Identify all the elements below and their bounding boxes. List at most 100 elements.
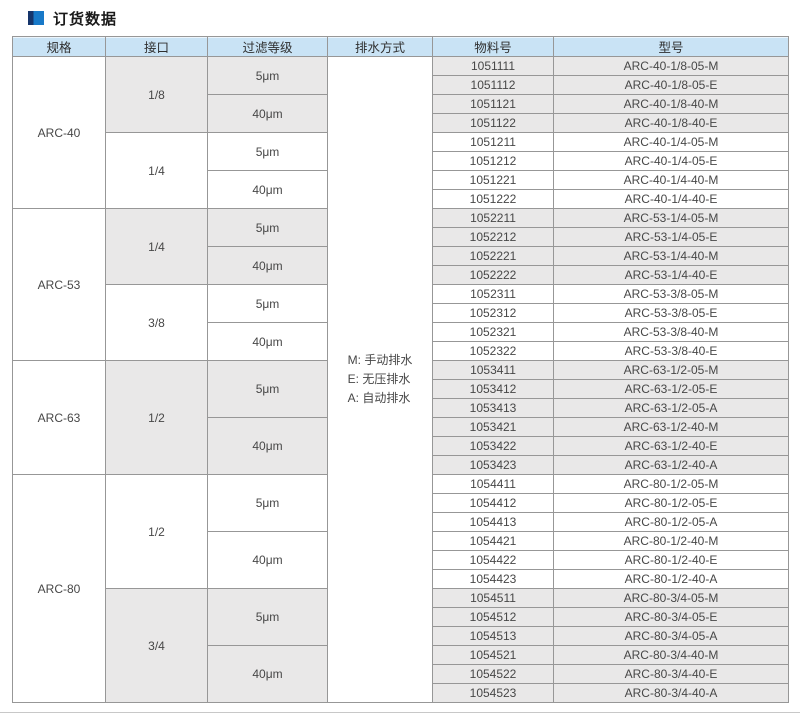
filtration-grade-cell: 40μm <box>207 531 328 589</box>
model-cell: ARC-80-3/4-40-M <box>553 645 789 665</box>
model-cell: ARC-80-3/4-05-E <box>553 607 789 627</box>
filtration-grade-cell: 40μm <box>207 246 328 285</box>
column-header-material-number: 物料号 <box>432 36 554 57</box>
model-cell: ARC-53-3/8-40-M <box>553 322 789 342</box>
model-cell: ARC-53-3/8-40-E <box>553 341 789 361</box>
section-marker-icon <box>28 11 44 25</box>
table-row: ARC-63 1/2 5μm 1053411 ARC-63-1/2-05-M <box>12 360 789 475</box>
filtration-grade-cell: 5μm <box>207 284 328 323</box>
spec-cell: ARC-80 <box>12 474 106 703</box>
order-table-body: ARC-40 1/8 5μm M: 手动排水 E: 无压排水 A: 自动排水 1051111… <box>12 56 789 703</box>
spec-cell: ARC-53 <box>12 208 106 361</box>
table-row: 40μm 1054521 ARC-80-3/4-40-M <box>13 645 789 703</box>
model-cell: ARC-53-1/4-40-M <box>553 246 789 266</box>
model-cell: ARC-63-1/2-40-A <box>553 455 789 475</box>
drain-legend-line: A: 自动排水 <box>347 391 411 405</box>
filtration-grade-cell: 40μm <box>207 322 328 361</box>
table-row: 1054422 ARC-80-1/2-40-E <box>13 550 789 570</box>
material-number-cell: 1054522 <box>432 664 554 684</box>
table-row: 1052312 ARC-53-3/8-05-E <box>13 303 789 323</box>
material-number-cell: 1054513 <box>432 626 554 646</box>
table-row: 40μm 1051221 ARC-40-1/4-40-M <box>13 170 789 209</box>
port-cell: 1/4 <box>105 208 208 285</box>
material-number-cell: 1054512 <box>432 607 554 627</box>
drain-type-cell: M: 手动排水 E: 无压排水 A: 自动排水 <box>327 56 433 703</box>
column-header-filtration-grade: 过滤等级 <box>207 36 328 57</box>
material-number-cell: 1052311 <box>432 284 554 304</box>
material-number-cell: 1054423 <box>432 569 554 589</box>
filtration-grade-cell: 40μm <box>207 170 328 209</box>
port-cell: 1/2 <box>105 360 208 475</box>
model-cell: ARC-80-3/4-40-E <box>553 664 789 684</box>
model-cell: ARC-40-1/4-05-E <box>553 151 789 171</box>
material-number-cell: 1053422 <box>432 436 554 456</box>
material-number-cell: 1051222 <box>432 189 554 209</box>
filtration-grade-cell: 5μm <box>207 56 328 95</box>
model-cell: ARC-80-1/2-40-A <box>553 569 789 589</box>
table-row: 40μm 1052321 ARC-53-3/8-40-M <box>13 322 789 361</box>
model-cell: ARC-80-1/2-05-M <box>553 474 789 494</box>
material-number-cell: 1051111 <box>432 56 554 76</box>
model-cell: ARC-53-1/4-05-M <box>553 208 789 228</box>
filtration-grade-cell: 5μm <box>207 360 328 418</box>
port-cell: 1/2 <box>105 474 208 589</box>
model-cell: ARC-40-1/8-40-M <box>553 94 789 114</box>
port-cell: 1/8 <box>105 56 208 133</box>
material-number-cell: 1053423 <box>432 455 554 475</box>
table-row: 1053423 ARC-63-1/2-40-A <box>13 455 789 475</box>
filtration-grade-cell: 5μm <box>207 208 328 247</box>
table-row: 1054523 ARC-80-3/4-40-A <box>13 683 789 703</box>
model-cell: ARC-53-1/4-05-E <box>553 227 789 247</box>
model-cell: ARC-63-1/2-40-E <box>553 436 789 456</box>
material-number-cell: 1052221 <box>432 246 554 266</box>
material-number-cell: 1052212 <box>432 227 554 247</box>
material-number-cell: 1052211 <box>432 208 554 228</box>
order-data-table: 规格 接口 过滤等级 排水方式 物料号 型号 ARC-40 1/8 5μm M: 手动… <box>12 36 789 703</box>
filtration-grade-cell: 5μm <box>207 588 328 646</box>
model-cell: ARC-40-1/8-05-E <box>553 75 789 95</box>
drain-legend-line: E: 无压排水 <box>347 372 411 386</box>
material-number-cell: 1054411 <box>432 474 554 494</box>
material-number-cell: 1053413 <box>432 398 554 418</box>
material-number-cell: 1054422 <box>432 550 554 570</box>
spec-cell: ARC-40 <box>12 56 106 209</box>
model-cell: ARC-80-1/2-05-A <box>553 512 789 532</box>
model-cell: ARC-80-1/2-05-E <box>553 493 789 513</box>
table-row: 1054413 ARC-80-1/2-05-A <box>13 512 789 532</box>
model-cell: ARC-80-3/4-05-A <box>553 626 789 646</box>
material-number-cell: 1051211 <box>432 132 554 152</box>
model-cell: ARC-53-3/8-05-E <box>553 303 789 323</box>
model-cell: ARC-63-1/2-05-E <box>553 379 789 399</box>
column-header-spec: 规格 <box>12 36 106 57</box>
port-cell: 1/4 <box>105 132 208 209</box>
model-cell: ARC-40-1/8-40-E <box>553 113 789 133</box>
material-number-cell: 1051121 <box>432 94 554 114</box>
table-row: 1052222 ARC-53-1/4-40-E <box>13 265 789 285</box>
model-cell: ARC-80-3/4-40-A <box>553 683 789 703</box>
table-row: 1051122 ARC-40-1/8-40-E <box>13 113 789 133</box>
material-number-cell: 1052312 <box>432 303 554 323</box>
table-row: 1053413 ARC-63-1/2-05-A <box>13 398 789 418</box>
material-number-cell: 1052322 <box>432 341 554 361</box>
table-row: 1051212 ARC-40-1/4-05-E <box>13 151 789 171</box>
table-row: 1054513 ARC-80-3/4-05-A <box>13 626 789 646</box>
material-number-cell: 1053412 <box>432 379 554 399</box>
model-cell: ARC-40-1/4-40-E <box>553 189 789 209</box>
order-table-container: 规格 接口 过滤等级 排水方式 物料号 型号 ARC-40 1/8 5μm M: 手动… <box>12 36 800 703</box>
column-header-model: 型号 <box>553 36 789 57</box>
filtration-grade-cell: 5μm <box>207 474 328 532</box>
material-number-cell: 1054523 <box>432 683 554 703</box>
material-number-cell: 1054511 <box>432 588 554 608</box>
table-row: 40μm 1052221 ARC-53-1/4-40-M <box>13 246 789 285</box>
model-cell: ARC-80-3/4-05-M <box>553 588 789 608</box>
material-number-cell: 1051112 <box>432 75 554 95</box>
page-bottom-divider <box>0 712 800 713</box>
table-row: ARC-53 1/4 5μm 1052211 ARC-53-1/4-05-M <box>12 208 789 361</box>
model-cell: ARC-53-3/8-05-M <box>553 284 789 304</box>
table-row: 40μm 1054421 ARC-80-1/2-40-M <box>13 531 789 589</box>
material-number-cell: 1053411 <box>432 360 554 380</box>
model-cell: ARC-40-1/4-40-M <box>553 170 789 190</box>
drain-legend-line: M: 手动排水 <box>347 353 413 367</box>
model-cell: ARC-80-1/2-40-M <box>553 531 789 551</box>
drain-legend: M: 手动排水 E: 无压排水 A: 自动排水 <box>348 351 413 408</box>
